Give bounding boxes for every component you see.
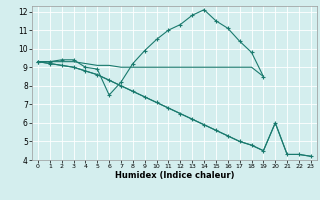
X-axis label: Humidex (Indice chaleur): Humidex (Indice chaleur) <box>115 171 234 180</box>
